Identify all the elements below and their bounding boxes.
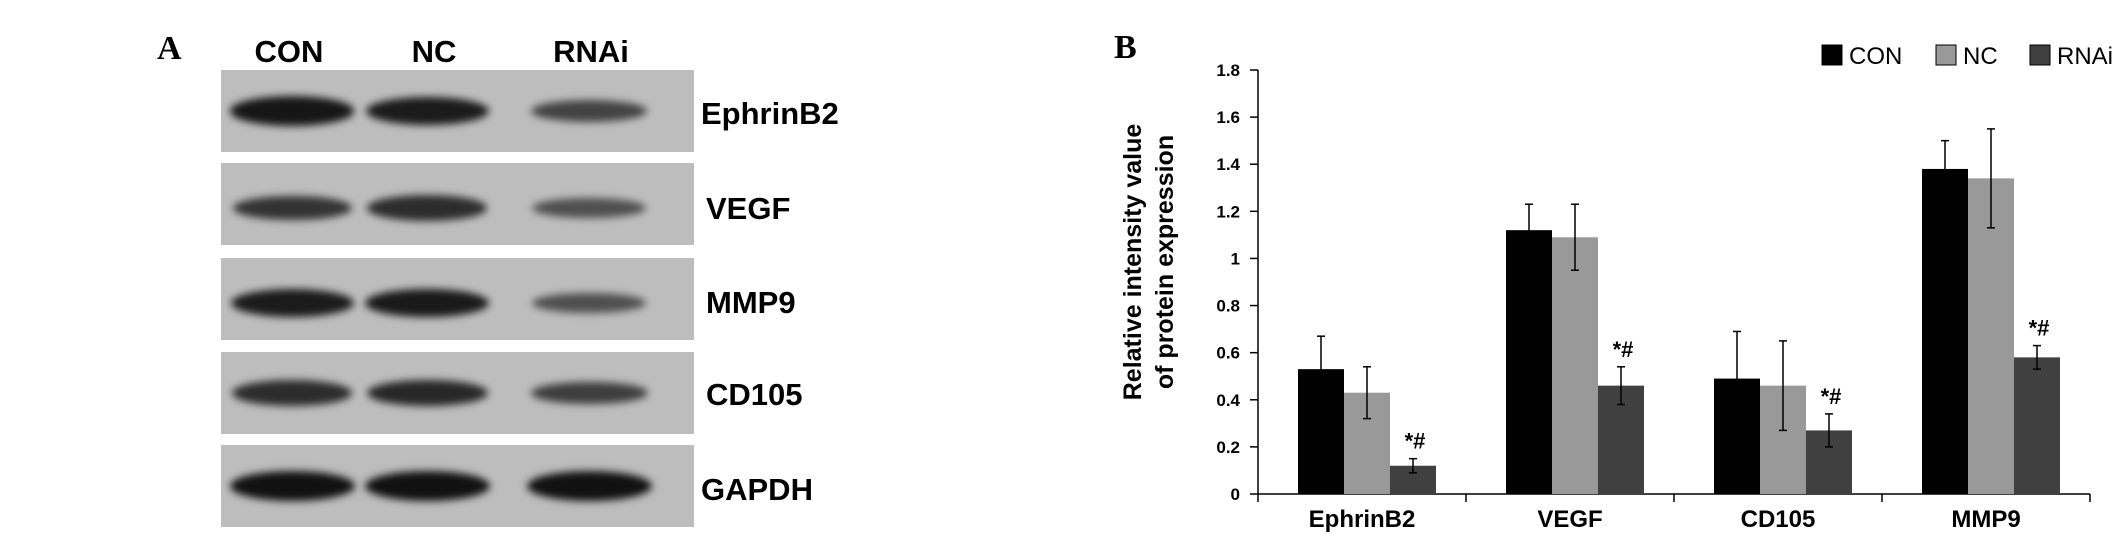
band-vegf-nc <box>367 195 487 221</box>
panel-b-letter: B <box>1114 29 1137 66</box>
band-vegf-rnai <box>532 197 646 219</box>
y-axis-label-line-1: Relative intensity value <box>1119 124 1147 401</box>
significance-label: *# <box>1613 337 1634 362</box>
protein-label-vegf: VEGF <box>706 191 791 226</box>
significance-label: *# <box>1821 384 1842 409</box>
lane-label-con: CON <box>254 34 324 69</box>
protein-label-mmp9: MMP9 <box>706 285 796 320</box>
significance-label: *# <box>2029 316 2050 341</box>
y-tick-label: 0.4 <box>1216 391 1240 410</box>
bar-vegf-con <box>1506 230 1552 494</box>
band-mmp9-con <box>230 288 354 318</box>
band-cd105-con <box>232 380 352 406</box>
y-axis-label-line-2: of protein expression <box>1151 135 1179 389</box>
band-mmp9-rnai <box>532 292 646 314</box>
blot-strip-gapdh <box>221 445 694 527</box>
protein-label-gapdh: GAPDH <box>701 472 813 507</box>
bar-vegf-nc <box>1552 237 1598 494</box>
y-tick-label: 0 <box>1231 485 1240 504</box>
panel-a-letter: A <box>157 30 182 67</box>
band-mmp9-nc <box>365 288 489 318</box>
y-tick-label: 0.8 <box>1216 297 1240 316</box>
legend-label-nc: NC <box>1963 43 1998 70</box>
band-ephrinb2-con <box>230 96 354 126</box>
legend-label-rnai: RNAi <box>2057 43 2113 70</box>
bar-mmp9-rnai <box>2014 357 2060 494</box>
y-tick-label: 1.2 <box>1216 202 1240 221</box>
protein-label-ephrinb2: EphrinB2 <box>701 96 839 131</box>
blot-strip-vegf <box>221 163 694 245</box>
legend-swatch-nc <box>1935 44 1957 66</box>
y-tick-label: 0.2 <box>1216 438 1240 457</box>
band-ephrinb2-rnai <box>531 100 647 122</box>
bar-mmp9-nc <box>1968 178 2014 494</box>
y-tick-label: 1.6 <box>1216 108 1240 127</box>
category-label-ephrinb2: EphrinB2 <box>1309 506 1416 533</box>
band-gapdh-con <box>229 471 355 501</box>
band-gapdh-rnai <box>526 471 652 501</box>
lane-label-nc: NC <box>411 34 457 69</box>
legend-swatch-rnai <box>2029 44 2051 66</box>
category-label-vegf: VEGF <box>1537 506 1602 533</box>
band-cd105-nc <box>366 379 488 407</box>
y-tick-label: 1.8 <box>1216 61 1240 80</box>
significance-label: *# <box>1405 429 1426 454</box>
blot-strip-ephrinb2 <box>221 70 694 152</box>
blot-strip-mmp9 <box>221 258 694 340</box>
lane-label-rnai: RNAi <box>553 34 629 69</box>
legend-label-con: CON <box>1849 43 1902 70</box>
bar-mmp9-con <box>1922 168 1968 494</box>
bar-chart: B Relative intensity value of protein ex… <box>1114 29 2113 533</box>
protein-label-cd105: CD105 <box>706 377 803 412</box>
band-gapdh-nc <box>364 471 490 501</box>
y-tick-label: 1 <box>1231 249 1240 268</box>
blot-strip-cd105 <box>221 352 694 434</box>
category-label-mmp9: MMP9 <box>1951 506 2020 533</box>
category-label-cd105: CD105 <box>1741 506 1816 533</box>
legend-swatch-con <box>1821 44 1843 66</box>
band-ephrinb2-nc <box>365 96 489 126</box>
band-cd105-rnai <box>530 381 648 405</box>
y-tick-label: 1.4 <box>1216 155 1240 174</box>
band-vegf-con <box>232 195 352 221</box>
y-tick-label: 0.6 <box>1216 344 1240 363</box>
